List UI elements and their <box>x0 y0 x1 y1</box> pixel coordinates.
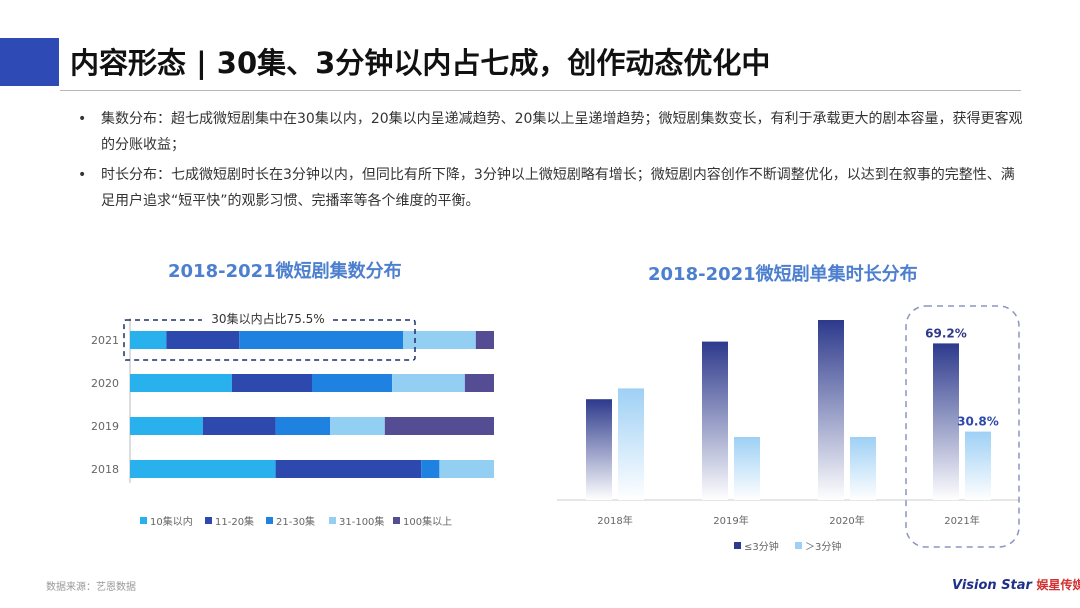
annotation-label: 30集以内占比75.5% <box>211 311 324 326</box>
x-tick-label: 2020年 <box>829 514 864 527</box>
stacked-bar-segment <box>392 374 465 392</box>
legend-swatch <box>266 517 273 524</box>
title-divider <box>60 90 1021 91</box>
annotation-box <box>123 319 416 361</box>
legend-swatch <box>205 517 212 524</box>
title-accent-block <box>0 38 59 86</box>
legend-label: 11-20集 <box>215 515 254 528</box>
legend-label: 31-100集 <box>339 515 384 528</box>
column-bar <box>586 399 612 500</box>
stacked-bar-segment <box>231 374 312 392</box>
x-tick-label: 2019年 <box>713 514 748 527</box>
y-tick-label: 2018 <box>91 463 119 476</box>
legend-swatch <box>140 517 147 524</box>
bullet-marker: • <box>78 167 87 183</box>
stacked-bar-segment <box>464 374 494 392</box>
stacked-bar-segment <box>330 417 385 435</box>
data-source-note: 数据来源：艺恩数据 <box>46 582 136 593</box>
column-bar <box>702 341 728 500</box>
y-tick-label: 2019 <box>91 420 119 433</box>
bullet-item: • 集数分布：超七成微短剧集中在30集以内，20集以内呈递减趋势、20集以上呈递… <box>78 106 1023 158</box>
legend-swatch <box>795 542 802 549</box>
bullet-text: 集数分布：超七成微短剧集中在30集以内，20集以内呈递减趋势、20集以上呈递增趋… <box>101 111 1023 153</box>
episode-chart-title: 2018-2021微短剧集数分布 <box>168 261 402 282</box>
stacked-bar-segment <box>202 417 276 435</box>
stacked-bar-segment <box>275 417 331 435</box>
legend-swatch <box>329 517 336 524</box>
column-bar <box>850 437 876 500</box>
column-bar <box>965 431 991 500</box>
stacked-bar-segment <box>275 460 422 478</box>
stacked-bar-segment <box>384 417 494 435</box>
stacked-bar-segment <box>130 331 167 349</box>
stacked-bar-segment <box>439 460 494 478</box>
legend-label: ≤3分钟 <box>744 540 779 553</box>
y-tick-label: 2020 <box>91 377 119 390</box>
bullet-list: • 集数分布：超七成微短剧集中在30集以内，20集以内呈递减趋势、20集以上呈递… <box>78 106 1023 218</box>
stacked-bar-segment <box>403 331 476 349</box>
data-label: 69.2% <box>925 326 967 340</box>
stacked-bar-segment <box>130 460 276 478</box>
data-label: 30.8% <box>957 415 999 429</box>
x-tick-label: 2018年 <box>597 514 632 527</box>
legend-label: 100集以上 <box>403 515 452 528</box>
stacked-bar-segment <box>130 374 232 392</box>
stacked-bar-segment <box>421 460 440 478</box>
stacked-bar-segment <box>475 331 494 349</box>
bullet-marker: • <box>78 111 87 127</box>
column-bar <box>933 343 959 500</box>
legend-label: 21-30集 <box>276 515 315 528</box>
legend-label: ＞3分钟 <box>805 540 841 553</box>
y-tick-label: 2021 <box>91 334 119 347</box>
page-title: 内容形态 | 30集、3分钟以内占七成，创作动态优化中 <box>70 46 771 80</box>
stacked-bar-segment <box>239 331 403 349</box>
bullet-text: 时长分布：七成微短剧时长在3分钟以内，但同比有所下降，3分钟以上微短剧略有增长；… <box>101 167 1015 209</box>
bullet-item: • 时长分布：七成微短剧时长在3分钟以内，但同比有所下降，3分钟以上微短剧略有增… <box>78 162 1023 214</box>
column-bar <box>618 388 644 500</box>
legend-label: 10集以内 <box>150 515 193 528</box>
annotation-label-bg <box>202 310 332 326</box>
brand-logo-cn: 娱星传媒 <box>1036 578 1080 592</box>
brand-logo-text: Vision Star <box>952 578 1032 593</box>
column-bar <box>818 320 844 500</box>
legend-swatch <box>393 517 400 524</box>
brand-logo: Vision Star 娱星传媒 <box>952 576 1080 593</box>
stacked-bar-segment <box>312 374 393 392</box>
stacked-bar-segment <box>130 417 203 435</box>
stacked-bar-segment <box>166 331 240 349</box>
x-tick-label: 2021年 <box>944 514 979 527</box>
highlight-box <box>905 305 1020 548</box>
legend-swatch <box>734 542 741 549</box>
duration-chart-title: 2018-2021微短剧单集时长分布 <box>648 264 918 285</box>
column-bar <box>734 437 760 500</box>
